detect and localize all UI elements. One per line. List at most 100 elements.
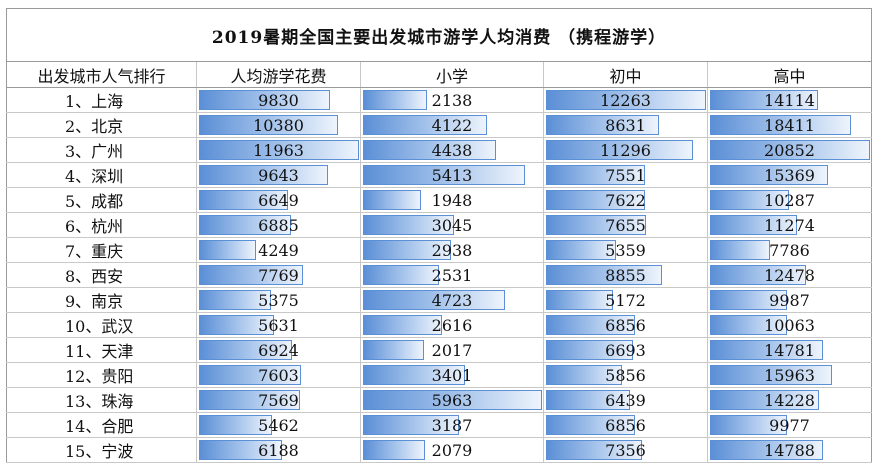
data-label: 15369 xyxy=(764,165,815,185)
data-bar xyxy=(710,90,818,110)
data-label: 6649 xyxy=(258,190,299,210)
value-cell: 3045 xyxy=(361,213,544,237)
data-bar xyxy=(546,265,662,285)
value-cell: 11963 xyxy=(197,138,361,162)
city-cell: 10、武汉 xyxy=(6,313,197,337)
data-label: 9830 xyxy=(258,90,299,110)
data-bar xyxy=(546,315,635,335)
table-title: 2019暑期全国主要出发城市游学人均消费 （携程游学） xyxy=(6,8,872,62)
data-bar xyxy=(710,315,787,335)
data-bar xyxy=(710,415,787,435)
value-cell: 4438 xyxy=(361,138,544,162)
city-cell: 1、上海 xyxy=(6,88,197,112)
data-bar xyxy=(546,140,693,160)
value-cell: 6649 xyxy=(197,188,361,212)
data-label: 4122 xyxy=(431,115,473,135)
data-label: 12263 xyxy=(600,90,651,110)
value-cell: 18411 xyxy=(708,113,872,137)
data-bar xyxy=(363,190,421,210)
data-bar xyxy=(710,215,797,235)
data-bar xyxy=(546,415,635,435)
value-cell: 2938 xyxy=(361,238,544,262)
data-bar xyxy=(710,390,819,410)
data-bar xyxy=(546,115,659,135)
value-cell: 7769 xyxy=(197,263,361,287)
data-bar xyxy=(199,390,300,410)
data-label: 11274 xyxy=(764,215,815,235)
data-label: 2079 xyxy=(431,440,473,460)
value-cell: 14228 xyxy=(708,388,872,412)
data-label: 3045 xyxy=(431,215,473,235)
data-bar xyxy=(546,240,616,260)
data-bar xyxy=(199,115,338,135)
data-label: 18411 xyxy=(764,115,815,135)
data-label: 12478 xyxy=(764,265,815,285)
data-bar xyxy=(363,115,487,135)
data-label: 6439 xyxy=(605,390,646,410)
data-bar xyxy=(546,365,622,385)
city-cell: 9、南京 xyxy=(6,288,197,312)
value-cell: 12263 xyxy=(544,88,708,112)
data-label: 3401 xyxy=(431,365,473,385)
data-bar xyxy=(546,440,642,460)
value-cell: 20852 xyxy=(708,138,872,162)
data-label: 5856 xyxy=(605,365,646,385)
data-bar xyxy=(546,215,646,235)
value-cell: 10380 xyxy=(197,113,361,137)
data-label: 7603 xyxy=(258,365,299,385)
value-cell: 4723 xyxy=(361,288,544,312)
data-bar xyxy=(363,440,425,460)
data-bar xyxy=(363,390,542,410)
city-cell: 6、杭州 xyxy=(6,213,197,237)
data-label: 5359 xyxy=(605,240,646,260)
data-label: 7655 xyxy=(605,215,646,235)
data-bar xyxy=(710,340,823,360)
city-cell: 3、广州 xyxy=(6,138,197,162)
city-cell: 4、深圳 xyxy=(6,163,197,187)
data-label: 9643 xyxy=(258,165,299,185)
data-label: 11296 xyxy=(600,140,651,160)
city-cell: 14、合肥 xyxy=(6,413,197,437)
value-cell: 7569 xyxy=(197,388,361,412)
table-row: 5、成都 6649 1948 7622 10287 xyxy=(6,188,872,213)
city-cell: 2、北京 xyxy=(6,113,197,137)
table-row: 15、宁波 6188 2079 7356 14788 xyxy=(6,438,872,463)
data-label: 4438 xyxy=(431,140,473,160)
data-bar xyxy=(199,415,272,435)
value-cell: 8855 xyxy=(544,263,708,287)
value-cell: 5172 xyxy=(544,288,708,312)
data-label: 4249 xyxy=(258,240,299,260)
data-bar xyxy=(710,165,828,185)
data-label: 2616 xyxy=(431,315,473,335)
value-cell: 3401 xyxy=(361,363,544,387)
city-cell: 12、贵阳 xyxy=(6,363,197,387)
value-cell: 7551 xyxy=(544,163,708,187)
data-bar xyxy=(363,340,424,360)
data-label: 9977 xyxy=(769,415,810,435)
table-row: 2、北京 10380 4122 8631 18411 xyxy=(6,113,872,138)
data-label: 14781 xyxy=(764,340,815,360)
value-cell: 6188 xyxy=(197,438,361,462)
value-cell: 15369 xyxy=(708,163,872,187)
data-bar xyxy=(199,365,301,385)
value-cell: 12478 xyxy=(708,263,872,287)
data-bar xyxy=(546,390,630,410)
data-bar xyxy=(546,90,706,110)
data-label: 2138 xyxy=(431,90,473,110)
data-label: 6856 xyxy=(605,415,646,435)
value-cell: 4249 xyxy=(197,238,361,262)
city-cell: 13、珠海 xyxy=(6,388,197,412)
data-label: 3187 xyxy=(431,415,473,435)
data-label: 6924 xyxy=(258,340,299,360)
value-cell: 7786 xyxy=(708,238,872,262)
data-bar xyxy=(199,240,256,260)
column-header: 小学 xyxy=(361,62,544,87)
value-cell: 6856 xyxy=(544,313,708,337)
data-label: 14788 xyxy=(764,440,815,460)
table-row: 12、贵阳 7603 3401 5856 15963 xyxy=(6,363,872,388)
data-label: 7551 xyxy=(605,165,646,185)
data-bar xyxy=(546,165,645,185)
data-label: 5631 xyxy=(258,315,299,335)
data-label: 11963 xyxy=(253,140,304,160)
data-bar xyxy=(199,140,359,160)
